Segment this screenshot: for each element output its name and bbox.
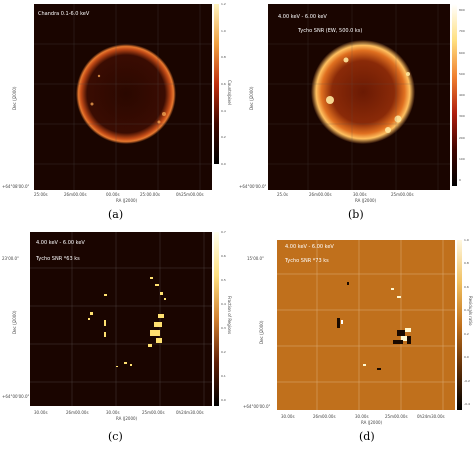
- overlay-label-d2: Tycho SNR *73 ks: [285, 258, 329, 264]
- panel-c: 4.00 keV - 6.00 keV Tycho SNR *63 ks Dec…: [0, 226, 237, 449]
- colorbar-tick-c-6: 0.1: [221, 374, 226, 378]
- xtick-c-3: 25m00.00s: [142, 410, 165, 415]
- image-d: 4.00 keV - 6.00 keV Tycho SNR *73 ks: [277, 240, 455, 410]
- ytick-c-top: 23'00.0": [2, 256, 19, 261]
- caption-b: (b): [348, 208, 364, 221]
- ylabel-b: Dec (J2000): [249, 86, 254, 111]
- ytick-d-top: 15'00.0": [247, 256, 264, 261]
- colorbar-tick-c-1: 0.6: [221, 254, 226, 258]
- colorbar-tick-b-5: 300: [459, 114, 465, 119]
- xtick-c-2: 30.00s: [106, 410, 120, 415]
- colorbar-tick-a-5: 0.2: [221, 135, 226, 140]
- colorbar-tick-c-7: 0.0: [221, 398, 226, 402]
- image-a: Chandra 0.1-6.0 keV: [34, 4, 212, 190]
- xtick-b-3: 25m00.00s: [391, 192, 414, 197]
- colorbar-b: [452, 4, 457, 186]
- image-b: 4.00 keV - 6.00 keV Tycho SNR (EW, 500.0…: [268, 4, 450, 190]
- overlay-label-c2: Tycho SNR *63 ks: [36, 256, 80, 262]
- xtick-d-4: 0h24m30.00s: [417, 414, 445, 419]
- colorbar-tick-a-3: 0.6: [221, 82, 226, 86]
- overlay-label-d1: 4.00 keV - 6.00 keV: [285, 244, 334, 250]
- panel-b: 4.00 keV - 6.00 keV Tycho SNR (EW, 500.0…: [237, 0, 474, 222]
- colorbar-tick-c-2: 0.5: [221, 278, 226, 282]
- colorbar-tick-c-0: 0.7: [221, 230, 226, 234]
- xtick-d-3: 25m00.00s: [385, 414, 408, 419]
- colorbar-tick-c-4: 0.3: [221, 326, 226, 330]
- xtick-a-2: 00.00s: [106, 192, 120, 197]
- ylabel-a: Dec (J2000): [12, 86, 17, 111]
- colorbar-a: [214, 4, 219, 164]
- colorbar-tick-b-6: 200: [459, 135, 465, 140]
- colorbar-tick-a-2: 0.8: [221, 55, 226, 60]
- colorbar-tick-b-7: 100: [459, 156, 465, 161]
- colorbar-tick-d-3: 0.4: [464, 308, 469, 313]
- colorbar-tick-c-5: 0.2: [221, 350, 226, 354]
- colorbar-tick-d-6: -0.2: [464, 378, 470, 383]
- xtick-a-4: 0h25m00.00s: [176, 192, 204, 197]
- colorbar-tick-c-3: 0.4: [221, 302, 226, 306]
- colorbar-tick-b-1: 700: [459, 29, 465, 34]
- colorbar-tick-d-7: -0.4: [464, 402, 470, 406]
- panel-d: 4.00 keV - 6.00 keV Tycho SNR *73 ks Dec…: [237, 226, 474, 449]
- colorbar-tick-b-8: 0: [459, 178, 461, 182]
- overlay-label-b1: 4.00 keV - 6.00 keV: [278, 14, 327, 20]
- ring-image-b: [268, 4, 450, 190]
- overlay-label-c1: 4.00 keV - 6.00 keV: [36, 240, 85, 246]
- panel-a: Chandra 0.1-6.0 keV Dec (J2000) +64°08'0…: [0, 0, 237, 222]
- caption-c: (c): [108, 430, 123, 443]
- colorbar-tick-b-3: 500: [459, 71, 465, 76]
- image-c: 4.00 keV - 6.00 keV Tycho SNR *63 ks: [30, 232, 212, 406]
- colorbar-label-a: Counts/pixel: [227, 80, 232, 105]
- xtick-a-1: 26m00.00s: [64, 192, 87, 197]
- xtick-c-4: 0h24m30.00s: [176, 410, 204, 415]
- ytick-b-bottom: +64°00'00.0": [239, 184, 267, 189]
- ytick-a-bottom: +64°08'00.0": [2, 184, 30, 189]
- colorbar-tick-a-4: 0.4: [221, 108, 226, 113]
- xlabel-c: RA (J2000): [116, 416, 138, 421]
- xtick-c-0: 30.00s: [34, 410, 48, 415]
- ylabel-c: Dec (J2000): [12, 310, 17, 335]
- xtick-d-2: 30.00s: [355, 414, 369, 419]
- colorbar-tick-d-4: 0.2: [464, 331, 469, 336]
- colorbar-tick-a-1: 1.0: [221, 28, 226, 33]
- caption-d: (d): [359, 430, 375, 443]
- xlabel-b: RA (J2000): [355, 198, 377, 203]
- colorbar-tick-d-1: 0.8: [464, 261, 469, 266]
- xtick-d-0: 30.00s: [281, 414, 295, 419]
- colorbar-tick-b-0: 800: [459, 8, 465, 12]
- colorbar-tick-d-2: 0.6: [464, 284, 469, 289]
- xtick-a-3: 25:00.00s: [140, 192, 160, 197]
- colorbar-tick-b-4: 400: [459, 93, 465, 97]
- colorbar-c: [214, 232, 219, 406]
- ytick-c-bottom: +64°00'00.0": [2, 394, 30, 399]
- colorbar-tick-d-5: 0.0: [464, 355, 469, 360]
- ylabel-d: Dec (J2000): [259, 320, 264, 345]
- colorbar-tick-b-2: 600: [459, 50, 465, 55]
- xtick-b-0: 25.0s: [277, 192, 288, 197]
- colorbar-label-c: Fraction of Regions: [227, 296, 232, 335]
- colorbar-d: [457, 240, 462, 410]
- ytick-d-bottom: +64°00'00.0": [243, 404, 271, 409]
- ring-image-a: [34, 4, 212, 190]
- colorbar-tick-d-0: 1.0: [464, 238, 469, 242]
- colorbar-tick-a-0: 1.2: [221, 2, 226, 6]
- xtick-c-1: 26m00.00s: [66, 410, 89, 415]
- xtick-b-2: 30.00s: [353, 192, 367, 197]
- ring-image-d: [277, 240, 455, 410]
- xlabel-d: RA (J2000): [361, 420, 383, 425]
- xtick-b-1: 26m00.00s: [309, 192, 332, 197]
- xtick-d-1: 26m00.00s: [313, 414, 336, 419]
- ring-image-c: [30, 232, 212, 406]
- overlay-label-b2: Tycho SNR (EW, 500.0 ks): [298, 28, 363, 34]
- colorbar-tick-a-6: 0.0: [221, 162, 226, 166]
- overlay-label-a: Chandra 0.1-6.0 keV: [38, 11, 90, 17]
- xlabel-a: RA (J2000): [116, 198, 138, 203]
- xtick-a-0: 25:00s: [34, 192, 48, 197]
- caption-a: (a): [108, 208, 124, 221]
